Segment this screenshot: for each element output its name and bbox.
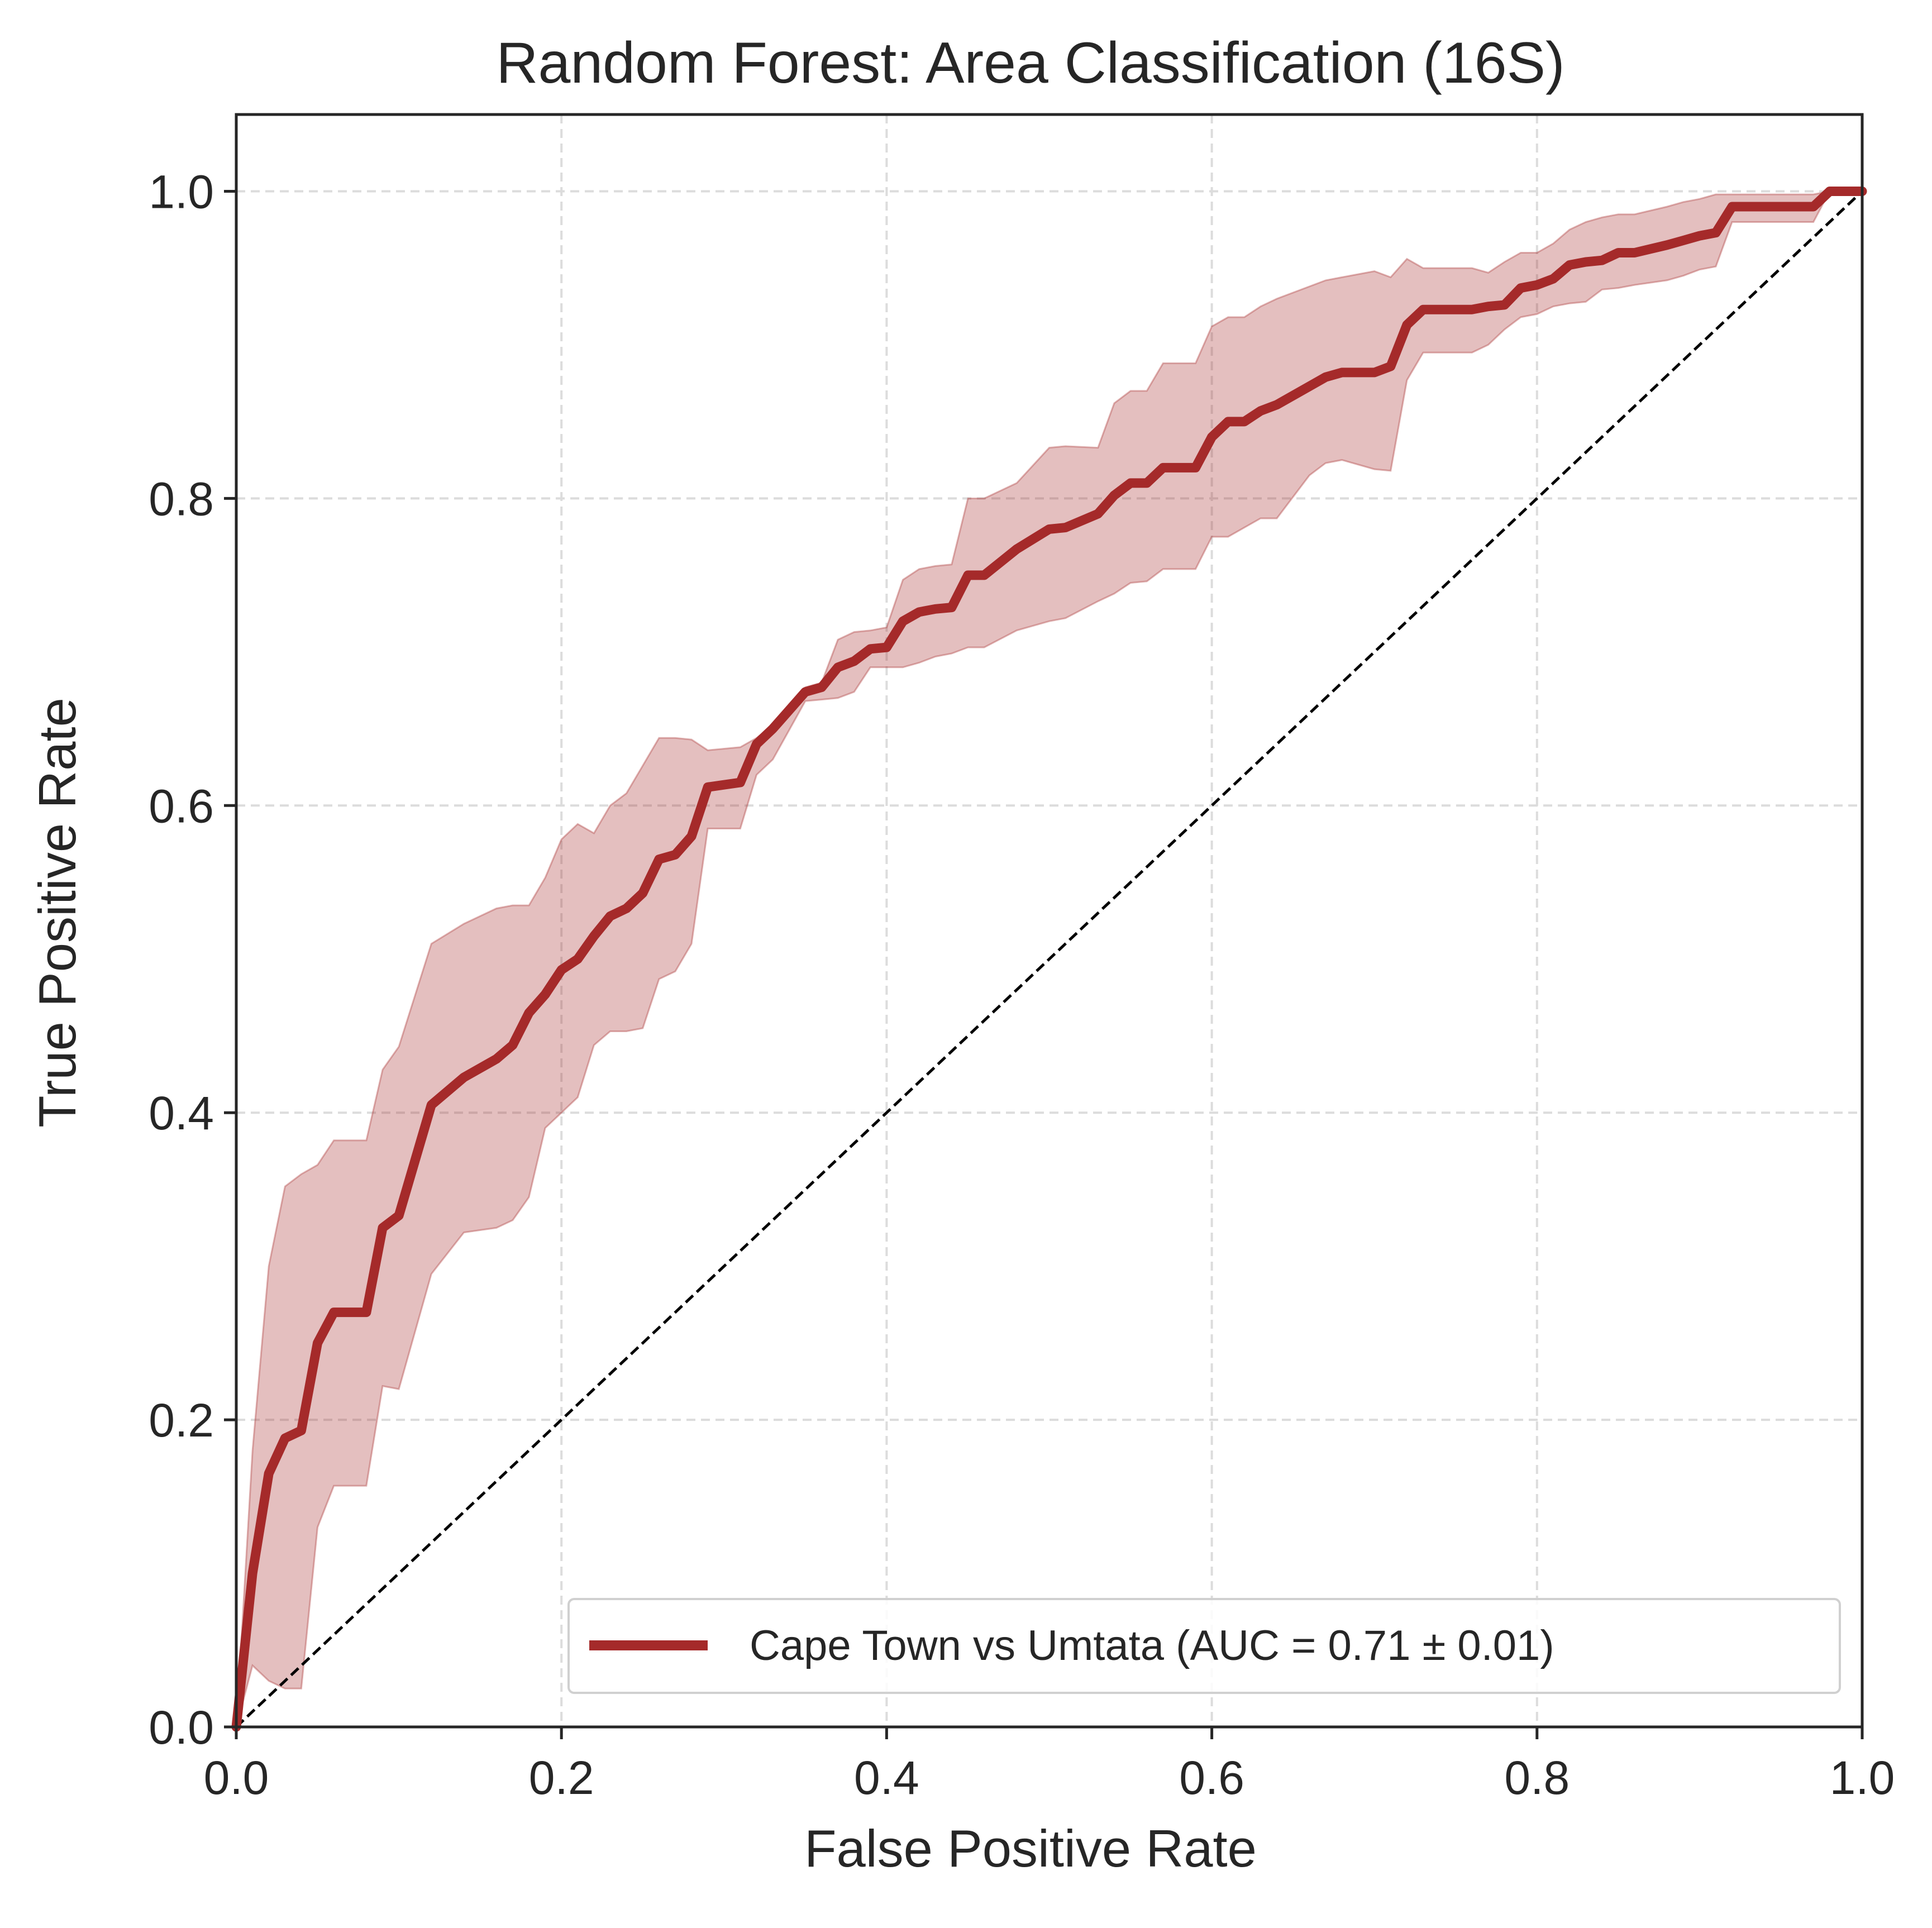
- legend-box: [567, 1598, 1841, 1694]
- x-tick-label-0: 0.0: [204, 1752, 269, 1804]
- x-axis-label: False Positive Rate: [804, 1819, 1257, 1878]
- y-tick-label-4: 0.8: [149, 473, 214, 525]
- x-axis-ticks: 0.0 0.2 0.4 0.6 0.8 1.0: [204, 1727, 1895, 1804]
- y-axis-ticks: 0.0 0.2 0.4 0.6 0.8 1.0: [149, 165, 236, 1754]
- y-tick-label-3: 0.6: [149, 780, 214, 832]
- legend-label: Cape Town vs Umtata (AUC = 0.71 ± 0.01): [750, 1622, 1554, 1669]
- confidence-band: [235, 190, 1862, 1727]
- legend: Cape Town vs Umtata (AUC = 0.71 ± 0.01): [567, 1598, 1841, 1694]
- x-tick-label-1: 0.2: [529, 1752, 594, 1804]
- x-tick-label-2: 0.4: [854, 1752, 919, 1804]
- x-tick-label-3: 0.6: [1179, 1752, 1244, 1804]
- chart-title: Random Forest: Area Classification (16S): [496, 31, 1564, 96]
- x-tick-label-5: 1.0: [1830, 1752, 1895, 1804]
- reference-diagonal-line: [235, 190, 1863, 1728]
- roc-line: [231, 187, 1867, 1732]
- y-axis-label: True Positive Rate: [28, 698, 87, 1128]
- y-tick-label-1: 0.2: [149, 1394, 214, 1447]
- y-tick-label-2: 0.4: [149, 1087, 214, 1139]
- y-tick-label-5: 1.0: [149, 165, 214, 218]
- series-layer: [231, 187, 1867, 1732]
- plot-frame: [235, 113, 1864, 1729]
- x-tick-label-4: 0.8: [1504, 1752, 1570, 1804]
- y-tick-label-0: 0.0: [149, 1701, 214, 1754]
